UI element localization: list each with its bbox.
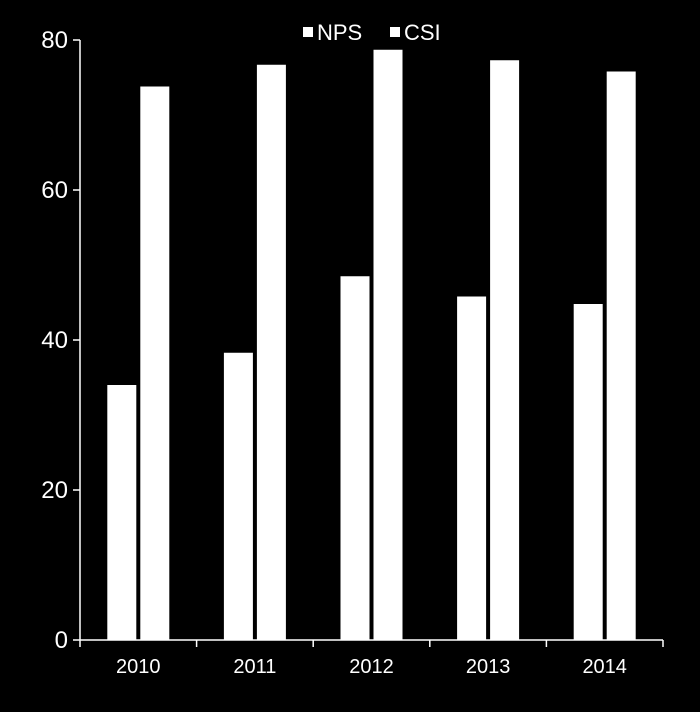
y-tick-label: 0 — [55, 627, 68, 654]
bar-nps-2010 — [107, 385, 137, 640]
legend-label-csi: CSI — [404, 20, 441, 45]
bar-nps-2011 — [223, 352, 253, 640]
legend: NPS CSI — [303, 20, 441, 45]
bar-csi-2012 — [373, 49, 403, 640]
bar-nps-2013 — [457, 296, 487, 640]
legend-swatch-csi — [390, 27, 400, 37]
y-tick-label: 80 — [41, 27, 68, 54]
bar-nps-2014 — [573, 304, 603, 640]
bar-csi-2013 — [490, 60, 520, 640]
y-tick-label: 40 — [41, 327, 68, 354]
bar-nps-2012 — [340, 276, 370, 640]
legend-swatch-nps — [303, 27, 313, 37]
x-tick-label: 2014 — [582, 656, 627, 678]
legend-label-nps: NPS — [317, 20, 362, 45]
x-tick-label: 2011 — [233, 656, 276, 678]
y-axis-ticks: 0 20 40 60 80 — [41, 27, 80, 654]
bars — [107, 49, 636, 640]
y-tick-label: 20 — [41, 477, 68, 504]
y-tick-label: 60 — [41, 177, 68, 204]
x-axis-ticks: 2010 2011 2012 2013 2014 — [79, 640, 664, 678]
x-tick-label: 2010 — [116, 656, 161, 678]
bar-csi-2010 — [140, 86, 170, 640]
bar-csi-2014 — [606, 71, 636, 640]
bar-csi-2011 — [256, 64, 286, 640]
x-tick-label: 2012 — [349, 656, 394, 678]
x-tick-label: 2013 — [466, 656, 511, 678]
